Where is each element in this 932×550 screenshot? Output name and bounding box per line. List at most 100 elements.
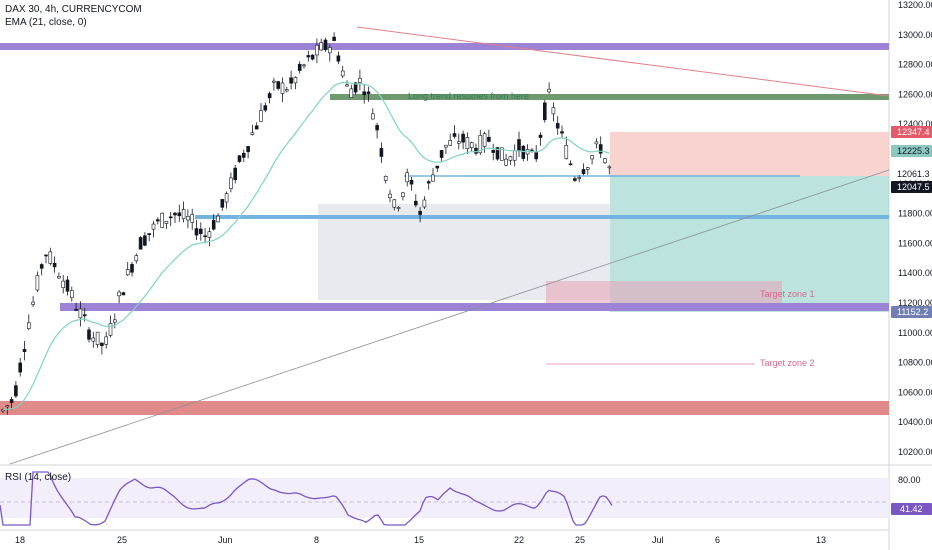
candle-body: [573, 178, 577, 181]
candle-body: [95, 331, 100, 345]
candle-body: [426, 181, 431, 184]
candle-body: [134, 255, 139, 262]
price-tick-label: 11600.00: [898, 238, 932, 248]
candle-body: [78, 308, 83, 319]
candle-body: [242, 152, 246, 158]
candle-body: [207, 231, 212, 238]
rsi-line: [0, 471, 613, 526]
candle-body: [413, 200, 418, 206]
candle-body: [57, 276, 61, 279]
candle-body: [74, 309, 78, 311]
candle-body: [254, 125, 259, 130]
candle-body: [452, 133, 457, 137]
price-label-target: 11152.2: [897, 307, 928, 317]
candle-body: [280, 82, 285, 94]
candle-body: [585, 167, 590, 170]
price-tick-label: 11000.00: [898, 328, 932, 338]
candle-body: [52, 263, 57, 268]
candle-body: [164, 221, 169, 224]
candle-body: [491, 150, 496, 153]
candle-body: [512, 150, 517, 161]
candle-body: [233, 167, 237, 181]
candle-body: [478, 135, 483, 154]
candle-body: [577, 177, 582, 179]
candle-body: [156, 219, 160, 222]
candle-body: [542, 102, 547, 121]
symbol-legend: DAX 30, 4h, CURRENCYCOM: [5, 4, 142, 15]
candle-body: [237, 155, 242, 162]
candle-body: [293, 77, 298, 84]
candle-body: [263, 105, 268, 111]
long-trend-annotation: Long trend resumes from here: [408, 91, 529, 101]
candle-body: [297, 63, 302, 71]
candle-body: [9, 399, 14, 403]
time-tick-label: 8: [314, 535, 319, 545]
candle-body: [289, 77, 293, 84]
candle-body: [35, 275, 40, 291]
price-label-entry-bg: [891, 168, 932, 180]
candle-body: [349, 88, 354, 98]
candle-body: [203, 235, 207, 238]
candle-body: [521, 145, 526, 159]
candle-body: [39, 264, 44, 269]
long-trend-level: [330, 94, 889, 100]
price-tick-label: 10200.00: [898, 447, 932, 457]
candle-body: [418, 210, 422, 215]
price-label-stop: 12347.4: [897, 127, 930, 137]
candle-body: [375, 125, 379, 131]
candle-body: [358, 77, 362, 83]
candle-body: [336, 55, 341, 62]
candle-body: [598, 144, 603, 154]
candle-body: [568, 163, 573, 166]
candle-body: [229, 177, 233, 189]
candle-body: [147, 233, 151, 235]
candle-body: [224, 193, 229, 203]
uptrend-line: [9, 169, 890, 465]
candle-body: [547, 88, 551, 93]
time-tick-label: 25: [117, 535, 127, 545]
candle-body: [186, 216, 190, 221]
candle-body: [108, 323, 113, 336]
candle-body: [323, 39, 328, 51]
candle-body: [82, 314, 87, 317]
candle-body: [65, 279, 70, 292]
candle-body: [48, 251, 53, 264]
candle-body: [216, 215, 220, 223]
price-label-stop-bg: [891, 126, 932, 138]
candle-body: [121, 292, 126, 296]
candle-body: [250, 132, 255, 135]
time-tick-label: 13: [816, 535, 826, 545]
candle-body: [517, 139, 521, 152]
candle-body: [461, 133, 465, 143]
candle-body: [504, 158, 508, 166]
candle-body: [125, 269, 130, 276]
candle-body: [246, 146, 250, 153]
price-tick-label: 11200.00: [898, 298, 932, 308]
candle-body: [26, 322, 31, 329]
target-zone-1-label: Target zone 1: [760, 289, 815, 299]
candle-body: [259, 110, 263, 122]
candle-body: [302, 64, 306, 67]
rsi-legend: RSI (14, close): [5, 472, 72, 483]
candle-body: [332, 36, 336, 41]
price-label-mid: 12225.3: [897, 146, 930, 156]
candle-body: [173, 212, 177, 216]
time-tick-label: 6: [715, 535, 720, 545]
candle-body: [306, 55, 311, 58]
candle-body: [61, 280, 66, 288]
candle-body: [5, 405, 10, 408]
candle-body: [362, 91, 367, 95]
candle-body: [456, 141, 461, 144]
candle-body: [220, 199, 225, 208]
candle-body: [564, 144, 569, 159]
candle-body: [581, 169, 586, 174]
downtrend-line: [356, 26, 890, 97]
rsi-band: [0, 478, 889, 518]
candle-body: [534, 151, 539, 160]
candle-body: [439, 150, 444, 158]
candle-body: [435, 165, 440, 169]
rsi-value-label: 41.42: [900, 504, 923, 514]
candle-body: [113, 319, 117, 323]
price-tick-label: 11400.00: [898, 268, 932, 278]
candle-body: [474, 147, 478, 154]
